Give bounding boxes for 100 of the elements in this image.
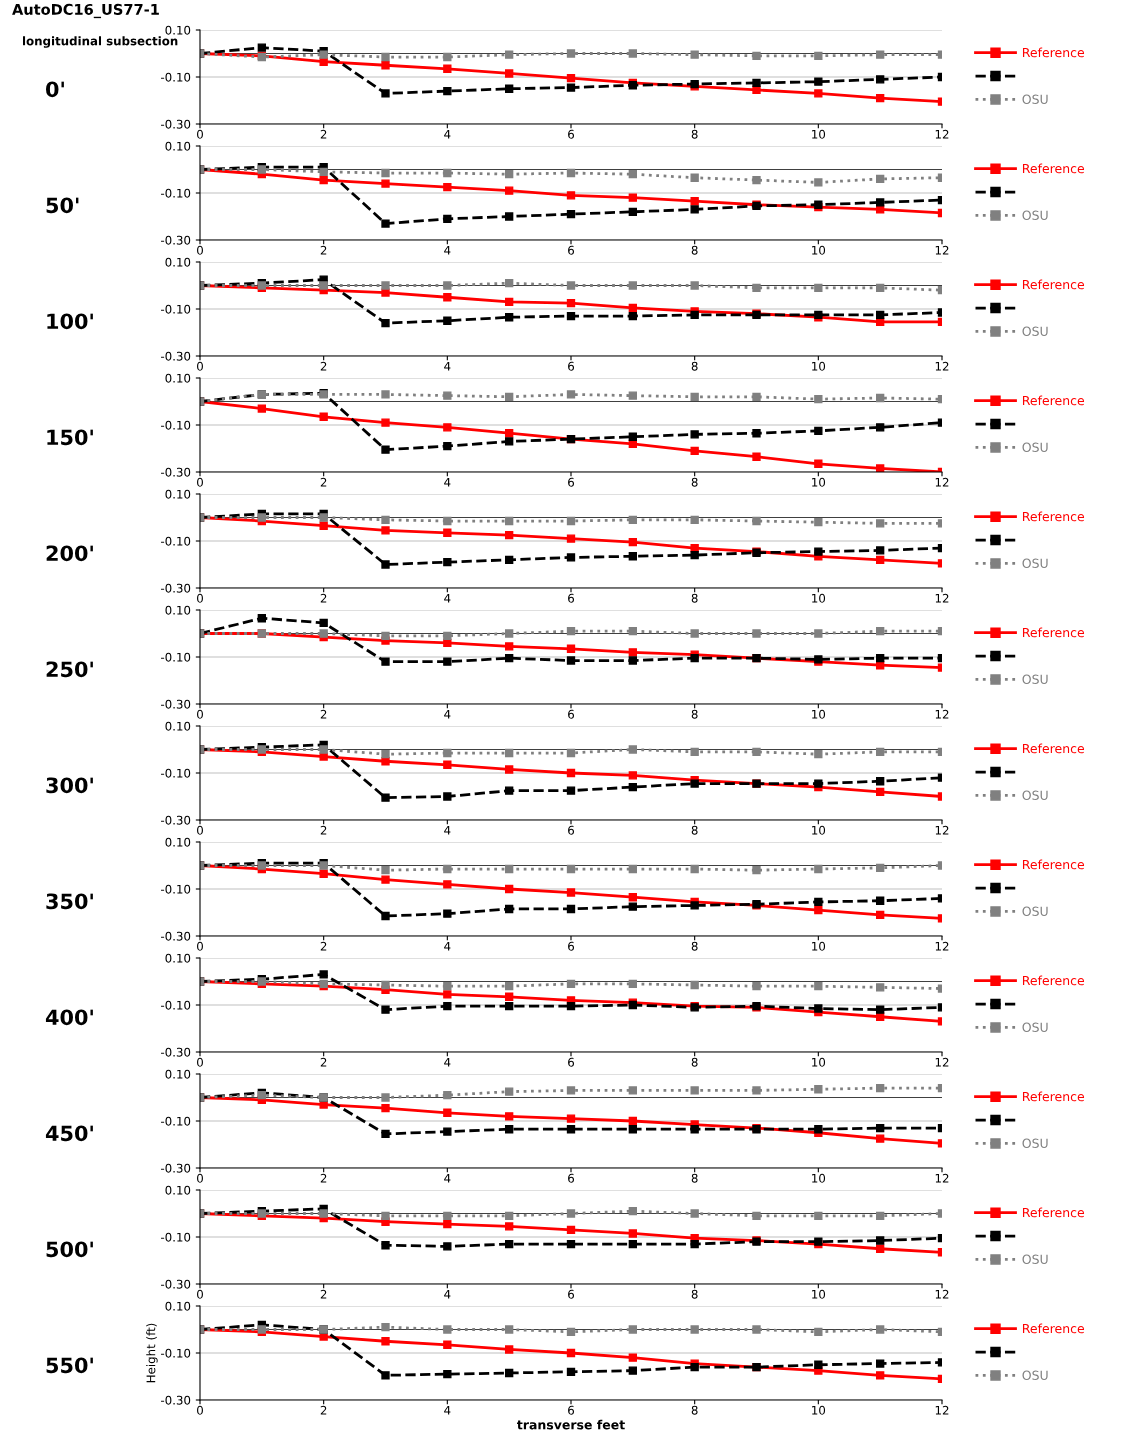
x-tick-label: 6: [568, 477, 575, 487]
legend-label: OSU: [1022, 1370, 1048, 1380]
text: Reference: [1022, 279, 1085, 290]
x-tick-label: 8: [691, 1173, 698, 1183]
text: 300': [46, 777, 93, 794]
x-tick-label: 0: [197, 361, 203, 371]
x-tick-label: 6: [568, 1057, 575, 1067]
x-tick-label: 4: [444, 129, 451, 139]
x-tick-label: 6: [568, 245, 575, 255]
text: Reference: [1022, 743, 1085, 754]
y-tick-label: 0.10: [165, 953, 191, 963]
y-tick-label: 0.10: [165, 837, 191, 847]
y-tick-label: -0.10: [161, 188, 191, 198]
y-tick-label: 0.10: [165, 489, 191, 499]
x-tick-label: 12: [935, 1057, 949, 1067]
x-tick-label: 4: [444, 1289, 451, 1299]
text: Reference: [1022, 1207, 1085, 1218]
x-tick-label: 6: [568, 593, 575, 603]
y-tick-label: -0.10: [161, 304, 191, 314]
x-tick-label: 2: [320, 1173, 327, 1183]
y-tick-label: -0.10: [161, 1348, 191, 1358]
x-tick-label: 10: [812, 245, 826, 255]
x-tick-label: 12: [935, 129, 949, 139]
legend-label: OSU: [1022, 210, 1048, 220]
y-axis-title: Height (ft): [146, 1323, 158, 1383]
x-tick-label: 10: [812, 593, 826, 603]
x-tick-label: 10: [812, 709, 826, 719]
x-tick-label: 2: [320, 825, 327, 835]
legend-label: OSU: [1022, 906, 1048, 916]
x-tick-label: 8: [691, 477, 698, 487]
text: 200': [46, 545, 93, 562]
y-tick-label: 0.10: [165, 1069, 191, 1079]
x-tick-label: 8: [691, 825, 698, 835]
x-tick-label: 0: [197, 477, 203, 487]
legend-label: OSU: [1022, 1022, 1048, 1032]
text: Reference: [1022, 975, 1085, 986]
y-tick-label: -0.30: [161, 1395, 191, 1405]
text: 350': [46, 893, 93, 910]
y-tick-label: -0.10: [161, 884, 191, 894]
y-tick-label: -0.10: [161, 420, 191, 430]
text: 500': [46, 1241, 93, 1258]
x-tick-label: 12: [935, 941, 949, 951]
x-tick-label: 12: [935, 245, 949, 255]
x-tick-label: 12: [935, 361, 949, 371]
x-tick-label: 12: [935, 825, 949, 835]
x-tick-label: 6: [568, 941, 575, 951]
y-tick-label: -0.10: [161, 768, 191, 778]
x-tick-label: 2: [320, 129, 327, 139]
x-tick-label: 4: [444, 1057, 451, 1067]
y-tick-label: 0.10: [165, 1301, 191, 1311]
x-tick-label: 12: [935, 477, 949, 487]
y-tick-label: -0.10: [161, 536, 191, 546]
x-tick-label: 8: [691, 361, 698, 371]
x-tick-label: 0: [197, 1289, 203, 1299]
x-tick-label: 4: [444, 1173, 451, 1183]
x-tick-label: 10: [812, 361, 826, 371]
legend-label: OSU: [1022, 1254, 1048, 1264]
y-tick-label: -0.30: [161, 235, 191, 245]
x-tick-label: 0: [197, 1057, 203, 1067]
text: 100': [47, 313, 93, 330]
x-tick-label: 2: [320, 709, 327, 719]
y-tick-label: -0.10: [161, 1232, 191, 1242]
x-tick-label: 2: [320, 361, 327, 371]
x-tick-label: 10: [812, 129, 826, 139]
x-tick-label: 4: [444, 245, 451, 255]
x-tick-label: 2: [320, 245, 327, 255]
x-tick-label: 4: [444, 825, 451, 835]
y-tick-label: 0.10: [165, 257, 191, 267]
x-tick-label: 8: [691, 1057, 698, 1067]
x-tick-label: 10: [812, 825, 826, 835]
text: 0': [46, 81, 64, 98]
x-tick-label: 6: [568, 825, 575, 835]
y-tick-label: 0.10: [165, 605, 191, 615]
legend-label: OSU: [1022, 674, 1048, 684]
legend-label: OSU: [1022, 326, 1048, 336]
legend-label: Reference: [1022, 47, 1085, 58]
x-tick-label: 6: [568, 709, 575, 719]
legend-label: Reference: [1022, 627, 1085, 638]
x-tick-label: 8: [691, 1405, 698, 1415]
x-tick-label: 10: [812, 941, 826, 951]
y-tick-label: -0.30: [161, 119, 191, 129]
text: 250': [46, 661, 93, 678]
x-tick-label: 0: [197, 129, 203, 139]
text: longitudinal subsection: [22, 36, 178, 48]
text: AutoDC16_US77-1: [12, 3, 159, 19]
x-tick-label: 12: [935, 593, 949, 603]
legend-label: OSU: [1022, 558, 1048, 568]
x-tick-label: 8: [691, 129, 698, 139]
x-tick-label: 10: [812, 1057, 826, 1067]
x-tick-label: 2: [320, 593, 327, 603]
text: 550': [46, 1357, 93, 1374]
y-tick-label: -0.30: [161, 1047, 191, 1057]
x-tick-label: 6: [568, 361, 575, 371]
x-tick-label: 8: [691, 245, 698, 255]
legend-label: OSU: [1022, 442, 1048, 452]
y-tick-label: -0.30: [161, 467, 191, 477]
text: 400': [45, 1009, 93, 1026]
x-axis-title: transverse feet: [516, 1419, 625, 1430]
legend-label: Reference: [1022, 163, 1085, 174]
x-tick-label: 4: [444, 941, 451, 951]
